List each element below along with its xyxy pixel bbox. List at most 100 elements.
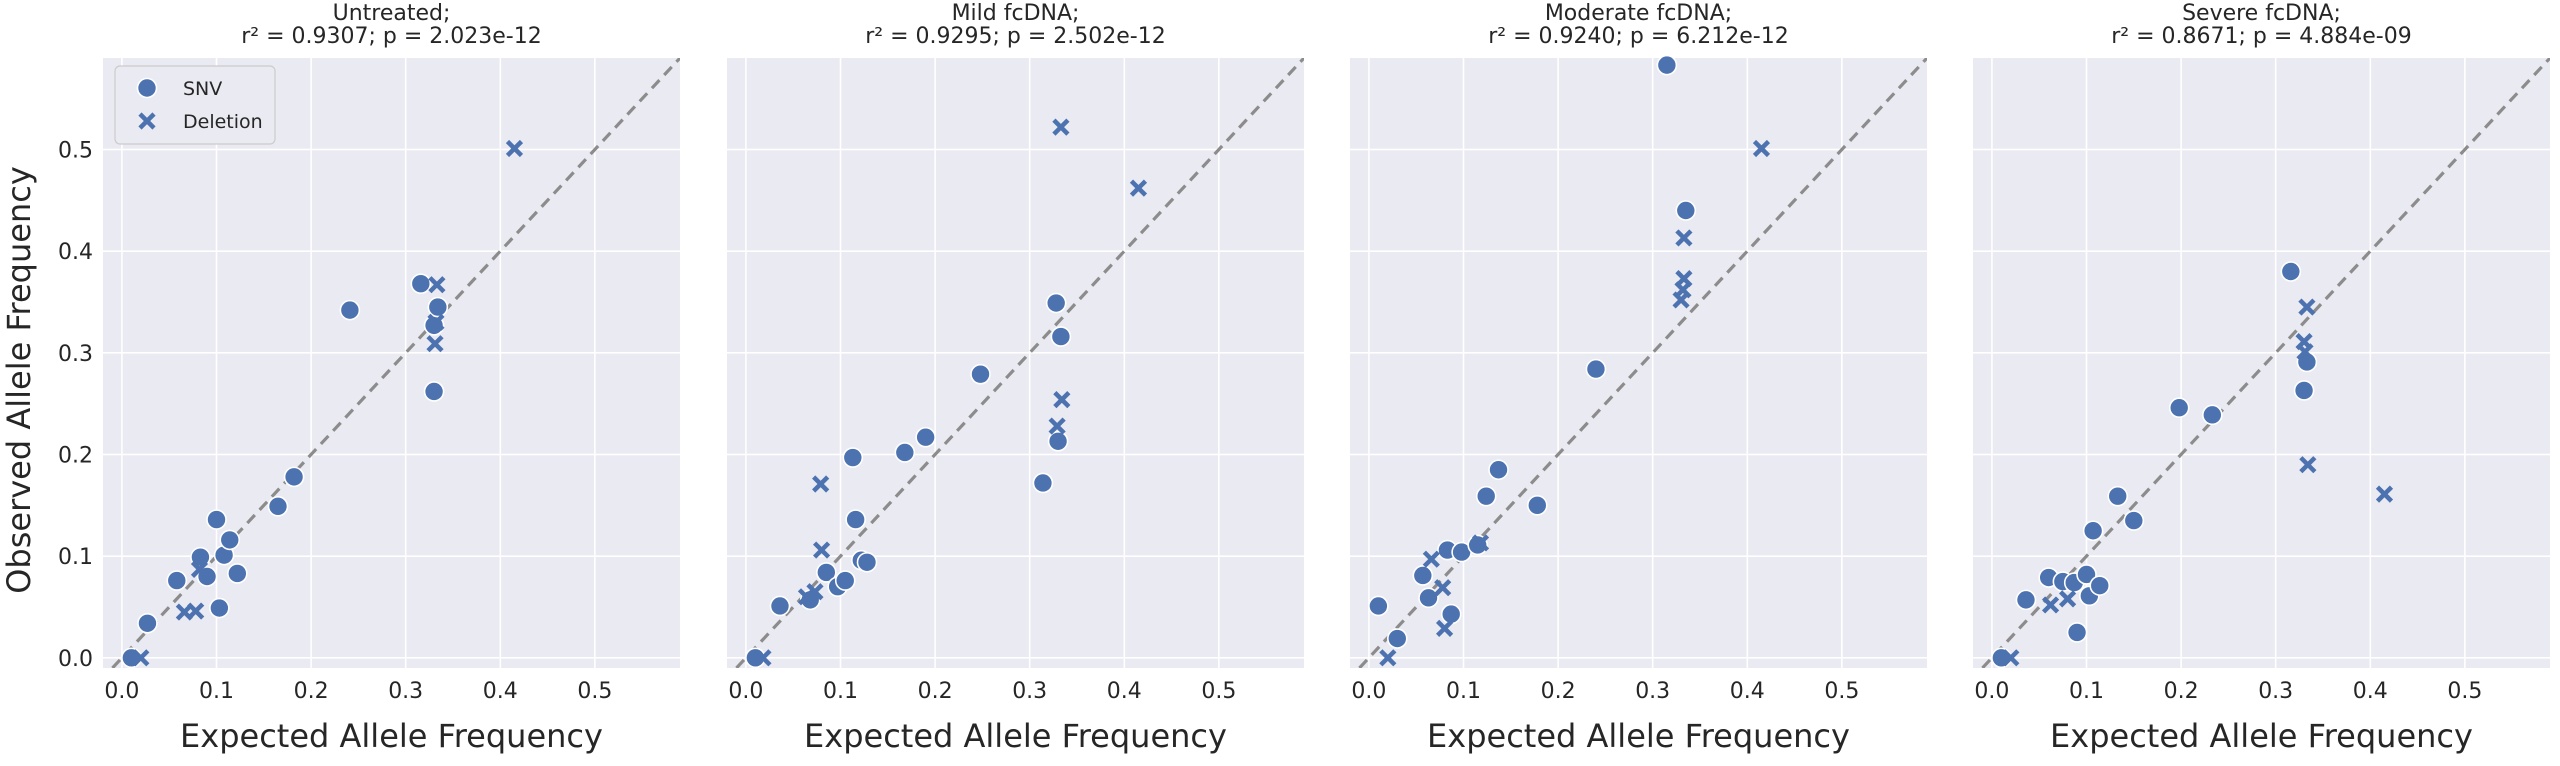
snv-point bbox=[1656, 54, 1678, 76]
deletion-point bbox=[190, 560, 209, 578]
snv-point bbox=[1412, 565, 1434, 586]
snv-point bbox=[2089, 575, 2111, 596]
deletion-point bbox=[2058, 590, 2077, 608]
deletion-point bbox=[2375, 485, 2394, 503]
snv-point bbox=[2082, 520, 2104, 542]
x-tick-label: 0.3 bbox=[388, 679, 423, 704]
snv-point bbox=[1585, 358, 1607, 380]
deletion-point bbox=[812, 541, 831, 559]
snv-point bbox=[209, 597, 230, 619]
deletion-point bbox=[1129, 179, 1148, 197]
x-tick-label: 0.0 bbox=[1974, 679, 2009, 704]
snv-point bbox=[1418, 587, 1439, 609]
snv-point bbox=[267, 496, 289, 517]
snv-point bbox=[2293, 380, 2315, 401]
x-tick-label: 0.0 bbox=[104, 679, 139, 704]
snv-point bbox=[2280, 261, 2302, 282]
x-tick-label: 0.5 bbox=[1201, 679, 1236, 704]
x-tick-label: 0.2 bbox=[294, 679, 329, 704]
panel-title-line2: r² = 0.9295; p = 2.502e-12 bbox=[865, 24, 1166, 49]
deletion-point bbox=[1752, 139, 1771, 158]
legend-label: Deletion bbox=[183, 111, 263, 133]
x-tick-label: 0.2 bbox=[2164, 679, 2199, 704]
y-tick-label: 0.3 bbox=[58, 342, 93, 367]
x-tick-label: 0.4 bbox=[1730, 679, 1765, 704]
snv-point bbox=[845, 509, 866, 530]
snv-point bbox=[227, 563, 248, 584]
deletion-point bbox=[426, 335, 444, 353]
panel-1: 0.0 0.1 0.2 0.3 0.4 0.5 0.0 0.1 0.2 0.3 0.4 0.5 Untr… bbox=[58, 1, 680, 755]
snv-point bbox=[1475, 485, 1497, 507]
snv-point bbox=[2076, 564, 2097, 585]
snv-point bbox=[137, 612, 158, 634]
deletion-point bbox=[132, 649, 150, 667]
x-tick-label: 0.5 bbox=[2447, 679, 2482, 704]
deletion-point bbox=[1471, 534, 1490, 552]
snv-point bbox=[206, 509, 227, 530]
snv-point bbox=[1368, 595, 1389, 617]
snv-point bbox=[856, 551, 878, 573]
panel-title-line1: Severe fcDNA; bbox=[2182, 1, 2341, 26]
deletion-point bbox=[2298, 298, 2316, 316]
deletion-point bbox=[812, 475, 830, 493]
x-tick-label: 0.1 bbox=[1446, 679, 1481, 704]
snv-point bbox=[219, 529, 241, 551]
snv-point bbox=[1386, 628, 1408, 649]
snv-point bbox=[1050, 326, 1072, 347]
x-tick-label: 0.1 bbox=[199, 679, 234, 704]
snv-point bbox=[2168, 397, 2190, 419]
snv-point bbox=[769, 595, 791, 617]
x-axis-label: Expected Allele Frequency bbox=[1427, 717, 1850, 755]
deletion-point bbox=[1435, 619, 1454, 637]
x-axis-label: Expected Allele Frequency bbox=[180, 717, 603, 755]
y-axis-label: Observed Allele Frequency bbox=[0, 166, 38, 594]
snv-point bbox=[915, 426, 936, 448]
snv-point bbox=[410, 273, 432, 295]
y-tick-label: 0.4 bbox=[58, 240, 93, 265]
panel-title-line2: r² = 0.9240; p = 6.212e-12 bbox=[1488, 24, 1789, 49]
panel-3: 0.0 0.1 0.2 0.3 0.4 0.5 Moderate fcDNA;r² = 0.… bbox=[1350, 1, 1927, 755]
panel-title-line1: Moderate fcDNA; bbox=[1545, 1, 1732, 26]
snv-point bbox=[970, 363, 991, 385]
snv-point bbox=[1488, 459, 1509, 481]
panels: 0.0 0.1 0.2 0.3 0.4 0.5 0.0 0.1 0.2 0.3 0.4 0.5 Untr… bbox=[58, 1, 2550, 755]
snv-point bbox=[2123, 510, 2145, 531]
x-tick-label: 0.1 bbox=[2069, 679, 2104, 704]
deletion-point bbox=[754, 649, 772, 667]
y-tick-label: 0.5 bbox=[58, 139, 93, 164]
x-tick-label: 0.5 bbox=[577, 679, 612, 704]
snv-point bbox=[842, 447, 864, 468]
panel-title-line2: r² = 0.9307; p = 2.023e-12 bbox=[241, 24, 542, 49]
x-tick-label: 0.4 bbox=[1107, 679, 1142, 704]
x-tick-label: 0.3 bbox=[2258, 679, 2293, 704]
deletion-point bbox=[1379, 649, 1397, 667]
snv-point bbox=[1047, 430, 1069, 452]
x-tick-label: 0.3 bbox=[1012, 679, 1047, 704]
x-tick-label: 0.2 bbox=[918, 679, 953, 704]
snv-point bbox=[834, 570, 856, 591]
panel-title-line1: Untreated; bbox=[333, 1, 451, 26]
deletion-point bbox=[1675, 229, 1693, 247]
panel-title-line2: r² = 0.8671; p = 4.884e-09 bbox=[2111, 24, 2412, 49]
deletion-point bbox=[2299, 456, 2317, 474]
snv-point bbox=[427, 296, 449, 318]
snv-point bbox=[894, 442, 916, 463]
deletion-point bbox=[1675, 270, 1693, 288]
panel-2: 0.0 0.1 0.2 0.3 0.4 0.5 Mild fcDNA;r² = 0.9295… bbox=[727, 1, 1304, 755]
deletion-point bbox=[187, 602, 205, 620]
snv-point bbox=[1526, 495, 1548, 516]
snv-point bbox=[2066, 622, 2088, 643]
x-axis-label: Expected Allele Frequency bbox=[2050, 717, 2473, 755]
snv-point bbox=[2015, 589, 2037, 611]
deletion-point bbox=[1434, 579, 1452, 597]
snv-point bbox=[423, 381, 445, 402]
identity-line bbox=[1981, 58, 2550, 668]
x-tick-label: 0.5 bbox=[1824, 679, 1859, 704]
deletion-point bbox=[505, 139, 524, 158]
snv-point bbox=[1440, 603, 1462, 625]
legend-snv-marker bbox=[136, 77, 158, 99]
x-tick-label: 0.1 bbox=[823, 679, 858, 704]
y-tick-label: 0.2 bbox=[58, 444, 93, 469]
deletion-point bbox=[428, 276, 446, 294]
